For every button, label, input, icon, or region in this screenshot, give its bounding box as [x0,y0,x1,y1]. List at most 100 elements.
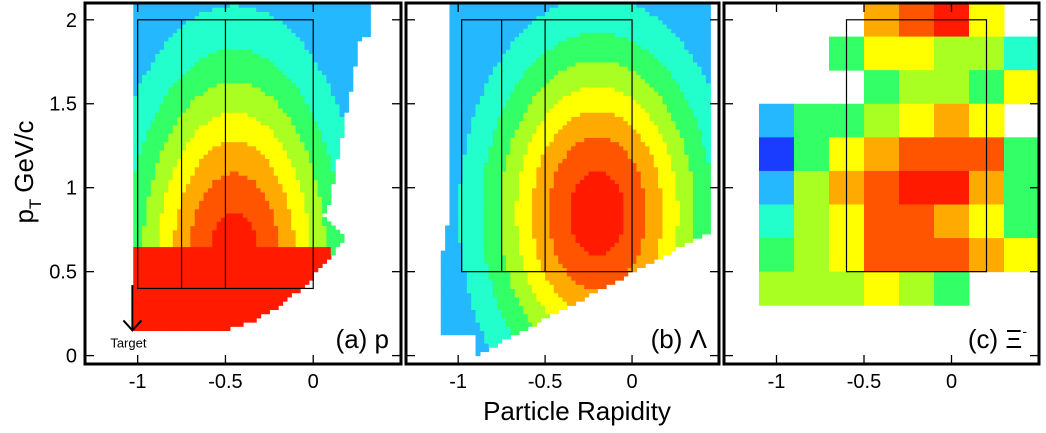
heatmap-cell [462,53,468,59]
heatmap-cell [322,44,327,50]
heatmap-cell [282,70,288,75]
heatmap-cell [286,196,292,201]
heatmap-cell [172,23,178,29]
heatmap-cell [203,280,209,285]
heatmap-cell [286,91,292,96]
heatmap-cell [471,204,477,210]
heatmap-cell [256,305,262,311]
heatmap-cell [146,57,152,63]
heatmap-cell [199,91,205,96]
heatmap-cell [510,99,516,105]
heatmap-cell [146,246,152,252]
heatmap-cell [185,74,191,80]
heatmap-cell [185,15,191,21]
heatmap-cell [260,32,266,38]
heatmap-cell [488,137,494,143]
heatmap-cell [247,246,253,252]
heatmap-cell [251,11,257,17]
heatmap-cell [462,3,468,8]
heatmap-cell [514,61,520,67]
heatmap-cell [471,86,477,92]
heatmap-cell [216,246,222,252]
heatmap-cell [458,175,464,180]
heatmap-cell [505,271,511,277]
heatmap-cell [282,53,288,59]
heatmap-cell [264,238,270,243]
heatmap-cell [475,7,481,12]
heatmap-cell [269,86,275,92]
heatmap-cell [181,288,187,294]
heatmap-cell [475,301,481,306]
heatmap-cell [137,284,143,290]
heatmap-cell [514,170,520,176]
heatmap-cell [335,141,341,147]
heatmap-cell [300,175,306,180]
heatmap-cell [326,229,332,235]
heatmap-cell [458,212,464,218]
heatmap-cell [164,183,169,189]
heatmap-cell [168,271,174,277]
heatmap-cell [203,107,209,113]
heatmap-cell [260,44,266,50]
heatmap-cell [300,133,306,138]
heatmap-cell [225,44,231,50]
heatmap-cell [300,204,306,210]
heatmap-cell [308,145,314,151]
heatmap-cell [207,284,213,290]
heatmap-cell [264,145,270,151]
heatmap-cell [308,23,314,29]
heatmap-cell [256,74,262,80]
heatmap-cell [177,128,183,134]
heatmap-cell [466,246,472,252]
heatmap-cell [212,116,218,122]
heatmap-cell [458,301,464,306]
heatmap-cell [484,61,490,67]
heatmap-cell [159,191,165,197]
heatmap-cell [181,28,187,33]
heatmap-cell [286,275,292,281]
heatmap-cell [514,317,520,323]
heatmap-cell [164,11,169,17]
heatmap-cell [501,196,507,201]
heatmap-cell [234,158,240,164]
heatmap-cell [466,44,472,50]
heatmap-cell [278,208,284,214]
heatmap-cell [501,179,507,185]
heatmap-cell [203,137,209,143]
heatmap-cell [466,82,472,88]
heatmap-cell [185,137,191,143]
heatmap-cell [471,7,477,12]
heatmap-cell [471,233,477,239]
heatmap-cell [313,23,319,29]
heatmap-cell [361,7,367,12]
heatmap-cell [212,124,218,130]
heatmap-cell [308,221,314,227]
heatmap-cell [177,187,183,193]
heatmap-cell [216,242,222,248]
heatmap-cell [260,137,266,143]
heatmap-cell [466,263,472,269]
heatmap-cell [286,28,292,33]
heatmap-cell [278,74,284,80]
heatmap-cell [492,208,498,214]
heatmap-cell [194,112,200,117]
heatmap-cell [471,11,477,17]
heatmap-cell [137,158,143,164]
heatmap-cell [291,78,297,84]
heatmap-cell [488,212,494,218]
heatmap-cell [339,65,345,71]
heatmap-cell [273,149,279,155]
heatmap-cell [159,179,165,185]
heatmap-cell [466,162,472,168]
heatmap-cell [510,162,516,168]
heatmap-cell [238,78,244,84]
heatmap-cell [313,28,319,33]
heatmap-cell [194,326,200,332]
heatmap-cell [475,36,481,42]
heatmap-cell [335,238,341,243]
heatmap-cell [234,44,240,50]
heatmap-cell [269,280,275,285]
heatmap-cell [273,103,279,109]
heatmap-cell [317,19,323,25]
heatmap-cell [212,183,218,189]
